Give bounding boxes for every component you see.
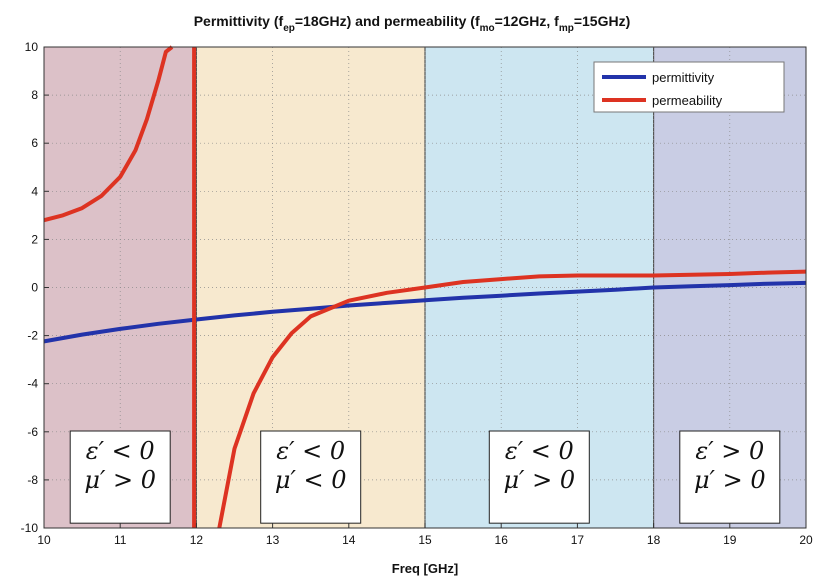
legend-box xyxy=(593,61,785,113)
region-label-eps: ε′ < 0 xyxy=(505,437,574,465)
x-tick-label: 15 xyxy=(418,533,432,547)
series-line-permeability-3 xyxy=(217,269,807,529)
x-tick-label: 11 xyxy=(114,533,127,547)
x-tick-label: 14 xyxy=(342,533,356,547)
region-label-mu: μ′ > 0 xyxy=(84,466,156,494)
region-label-1: ε′ < 0μ′ > 0 xyxy=(69,430,171,524)
y-tick-label: 2 xyxy=(31,232,38,246)
series-layer xyxy=(43,45,807,529)
region-label-eps: ε′ < 0 xyxy=(276,437,345,465)
x-tick-label: 20 xyxy=(799,533,813,547)
region-label-4: ε′ > 0μ′ > 0 xyxy=(679,430,781,524)
region-label-mu: μ′ < 0 xyxy=(275,466,347,494)
chart-title: Permittivity (fep=18GHz) and permeabilit… xyxy=(194,13,631,34)
region-label-3: ε′ < 0μ′ > 0 xyxy=(488,430,590,524)
y-tick-label: 8 xyxy=(31,88,38,102)
series-line-permeability-1 xyxy=(43,45,174,223)
region-label-mu: μ′ > 0 xyxy=(694,466,766,494)
region-label-2: ε′ < 0μ′ < 0 xyxy=(260,430,362,524)
ticks-layer: 10 11 12 13 14 15 16 17 18 19 20 -10 -8 -6 -4 -2 0 2 4 6 8 10 xyxy=(21,40,813,547)
y-tick-label: 4 xyxy=(31,184,38,198)
region-label-eps: ε′ < 0 xyxy=(86,437,155,465)
x-tick-label: 18 xyxy=(647,533,661,547)
region-label-eps: ε′ > 0 xyxy=(695,437,764,465)
x-axis-label: Freq [GHz] xyxy=(392,561,458,576)
y-tick-label: -10 xyxy=(21,521,39,535)
region-label-mu: μ′ > 0 xyxy=(503,466,575,494)
x-tick-label: 13 xyxy=(266,533,280,547)
x-tick-label: 17 xyxy=(571,533,585,547)
x-tick-label: 12 xyxy=(190,533,204,547)
region-label-box xyxy=(260,430,362,524)
region-label-box xyxy=(488,430,590,524)
region-label-box xyxy=(679,430,781,524)
x-tick-label: 19 xyxy=(723,533,737,547)
y-tick-label: 6 xyxy=(31,136,38,150)
y-tick-label: -2 xyxy=(27,329,38,343)
region-label-box xyxy=(69,430,171,524)
y-tick-label: -6 xyxy=(27,425,38,439)
y-tick-label: 0 xyxy=(31,281,38,295)
y-tick-label: 10 xyxy=(25,40,39,54)
x-tick-label: 10 xyxy=(37,533,51,547)
y-tick-label: -4 xyxy=(27,377,38,391)
series-line-permittivity-1 xyxy=(43,280,807,344)
legend-label-permittivity: permittivity xyxy=(652,70,715,85)
legend: permittivity permeability xyxy=(593,61,785,113)
legend-label-permeability: permeability xyxy=(652,93,723,108)
x-tick-label: 16 xyxy=(495,533,509,547)
region-labels-layer: ε′ < 0μ′ > 0ε′ < 0μ′ < 0ε′ < 0μ′ > 0ε′ >… xyxy=(69,430,781,524)
y-tick-label: -8 xyxy=(27,473,38,487)
